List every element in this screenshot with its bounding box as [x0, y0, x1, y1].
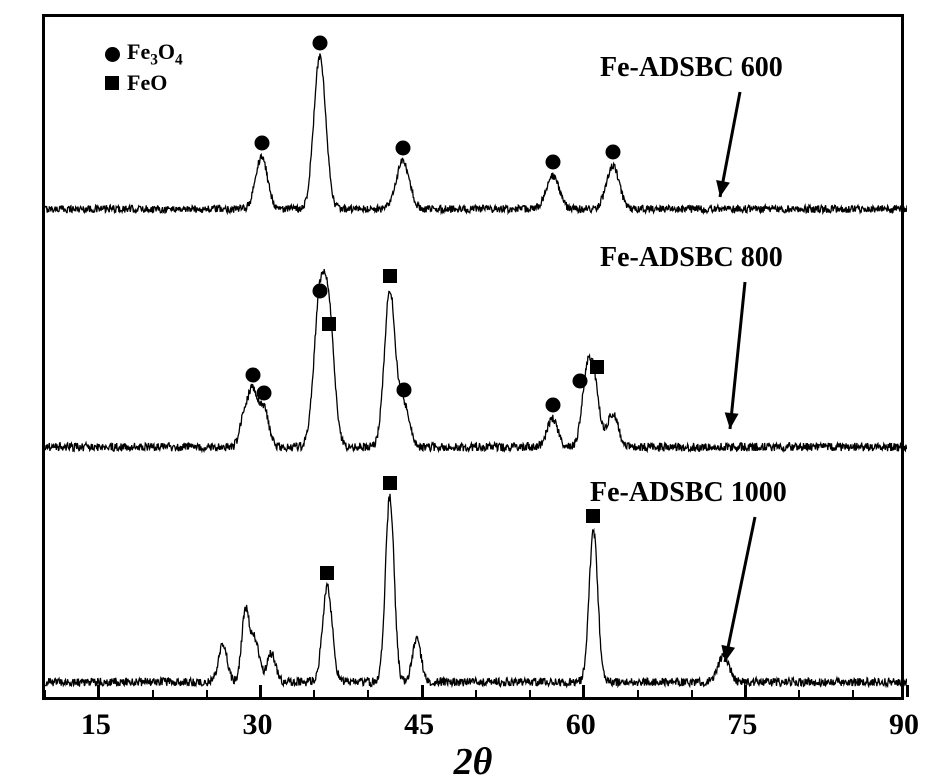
x-tick-minor	[367, 690, 369, 697]
square-icon	[103, 74, 121, 92]
x-tick-minor	[852, 690, 854, 697]
legend-item: Fe3O4	[103, 39, 183, 70]
x-tick-major	[259, 685, 262, 697]
x-tick-major	[582, 685, 585, 697]
legend-label: Fe3O4	[127, 39, 183, 70]
plot-area: Fe-ADSBC 600Fe-ADSBC 800Fe-ADSBC 1000Fe3…	[45, 17, 901, 697]
legend-item: FeO	[103, 70, 183, 96]
x-tick-minor	[475, 690, 477, 697]
x-tick-major	[744, 685, 747, 697]
x-tick-label: 90	[889, 708, 919, 742]
x-tick-label: 30	[243, 708, 273, 742]
chart-frame: Fe-ADSBC 600Fe-ADSBC 800Fe-ADSBC 1000Fe3…	[42, 14, 904, 700]
legend: Fe3O4FeO	[103, 39, 183, 96]
x-tick-major	[97, 685, 100, 697]
x-tick-label: 75	[727, 708, 757, 742]
legend-label: FeO	[127, 70, 167, 96]
x-tick-label: 45	[404, 708, 434, 742]
x-tick-minor	[152, 690, 154, 697]
x-axis-label: 2θ	[454, 740, 493, 784]
circle-icon	[103, 45, 121, 63]
x-tick-label: 60	[566, 708, 596, 742]
x-tick-major	[906, 685, 909, 697]
x-tick-label: 15	[81, 708, 111, 742]
x-tick-minor	[44, 690, 46, 697]
x-tick-major	[421, 685, 424, 697]
x-tick-minor	[637, 690, 639, 697]
x-tick-minor	[798, 690, 800, 697]
x-tick-minor	[529, 690, 531, 697]
x-tick-minor	[691, 690, 693, 697]
arrow	[45, 17, 907, 703]
x-tick-minor	[313, 690, 315, 697]
x-tick-minor	[206, 690, 208, 697]
